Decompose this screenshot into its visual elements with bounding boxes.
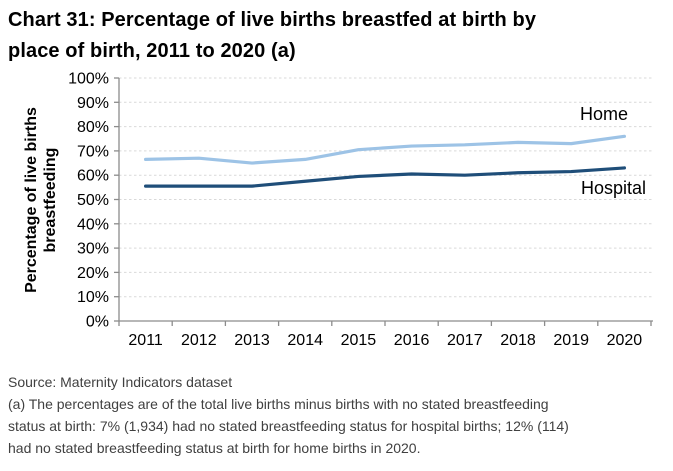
y-tick-label: 90%: [77, 95, 109, 112]
breastfeeding-line-chart: 0% 10% 20% 30% 40% 50% 60% 70% 80% 90% 100% 2011 201…: [68, 71, 653, 349]
y-axis-title: Percentage of live births breastfeeding: [23, 107, 59, 293]
x-tick-label: 2019: [553, 332, 589, 349]
page-title-line-2: place of birth, 2011 to 2020 (a): [8, 40, 296, 62]
series-label-home: Home: [580, 104, 628, 124]
gridlines: [119, 77, 653, 298]
x-tick-label: 2012: [181, 332, 217, 349]
y-tick-label: 20%: [77, 265, 109, 282]
y-tick-label: 10%: [77, 289, 109, 306]
chart-area: Percentage of live births breastfeeding …: [0, 67, 673, 367]
y-tick-label: 40%: [77, 216, 109, 233]
x-tick-label: 2015: [341, 332, 377, 349]
series-line-home: [144, 134, 627, 165]
page-title-line-1: Chart 31: Percentage of live births brea…: [8, 9, 537, 31]
footer: Source: Maternity Indicators dataset (a)…: [0, 367, 673, 459]
x-tick-label: 2016: [394, 332, 430, 349]
x-tick-label: 2014: [287, 332, 323, 349]
x-tick-label: 2011: [128, 332, 163, 349]
y-tick-label: 80%: [77, 119, 109, 136]
axes: 0% 10% 20% 30% 40% 50% 60% 70% 80% 90% 100% 2011 201…: [68, 71, 653, 349]
source-text: Source: Maternity Indicators dataset: [8, 374, 233, 390]
footnote-line-1: (a) The percentages are of the total liv…: [8, 396, 549, 412]
y-tick-label: 60%: [77, 168, 109, 185]
y-tick-label: 30%: [77, 241, 109, 258]
x-tick-label: 2018: [500, 332, 536, 349]
footnote-line-2: status at birth: 7% (1,934) had no state…: [8, 418, 569, 434]
y-tick-label: 70%: [77, 143, 109, 160]
series-label-hospital: Hospital: [581, 178, 646, 198]
y-tick-label: 0%: [86, 314, 109, 331]
x-tick-label: 2020: [607, 332, 643, 349]
series-line-hospital: [144, 166, 627, 188]
page-title: Chart 31: Percentage of live births brea…: [0, 0, 673, 67]
x-tick-label: 2013: [234, 332, 270, 349]
y-tick-label: 50%: [77, 192, 109, 209]
footnote-line-3: had no stated breastfeeding status at bi…: [8, 440, 421, 456]
x-tick-label: 2017: [447, 332, 483, 349]
y-tick-label: 100%: [68, 71, 109, 88]
